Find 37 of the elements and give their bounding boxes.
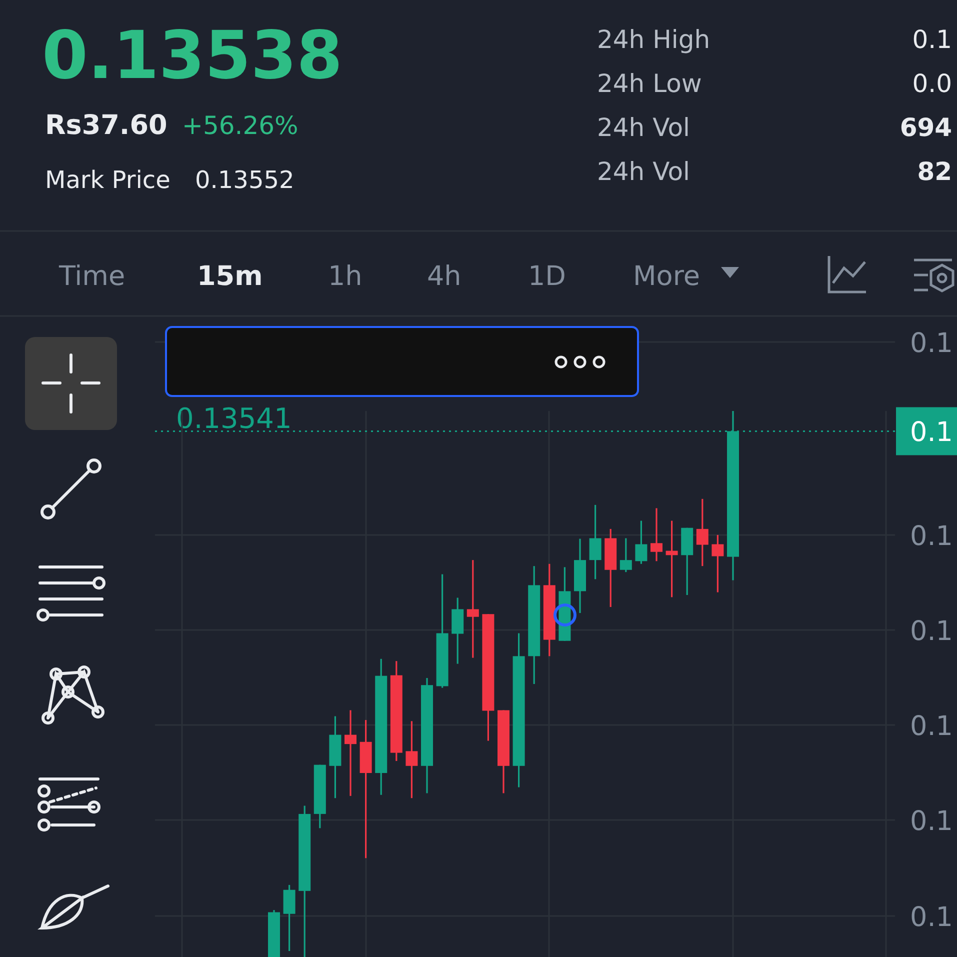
text: 24h Vol — [597, 157, 690, 186]
candlestick — [666, 520, 678, 598]
text: 0.1 — [910, 521, 953, 552]
text: 0.1 — [910, 806, 953, 837]
text: 1h — [328, 261, 362, 292]
text: +56.26% — [182, 111, 298, 140]
candlestick — [635, 520, 648, 565]
text: 24h Vol — [597, 113, 690, 142]
candlestick — [344, 709, 356, 797]
text: 0.1 — [910, 711, 953, 742]
chart-title: 0.13538 — [42, 17, 343, 94]
text: Rs37.60 — [45, 110, 168, 141]
text: 24h High — [597, 25, 710, 54]
candlestick — [696, 498, 708, 567]
text: 15m — [197, 261, 263, 292]
candlestick — [406, 720, 418, 799]
text: 24h Low — [597, 69, 702, 98]
text: Time — [58, 261, 126, 292]
text: 0.1 — [912, 25, 952, 54]
annotation: 0.13541 — [176, 402, 292, 435]
text: Mark Price — [45, 166, 170, 194]
text: 0.1 — [910, 328, 953, 359]
text: 694 — [900, 113, 952, 142]
text: 1D — [528, 261, 566, 292]
text: More — [633, 261, 700, 292]
candlestick — [466, 559, 479, 659]
candlestick — [589, 504, 602, 580]
text: 82 — [917, 157, 952, 186]
text: 4h — [427, 261, 462, 292]
text: 0.1 — [910, 902, 953, 933]
text: 0.13552 — [195, 166, 294, 194]
text: 0.1 — [910, 417, 953, 448]
text: 0.0 — [912, 69, 952, 98]
candlestick — [620, 537, 632, 573]
candlestick — [650, 507, 662, 562]
text: 0.1 — [910, 616, 953, 647]
candlestick — [712, 534, 724, 594]
